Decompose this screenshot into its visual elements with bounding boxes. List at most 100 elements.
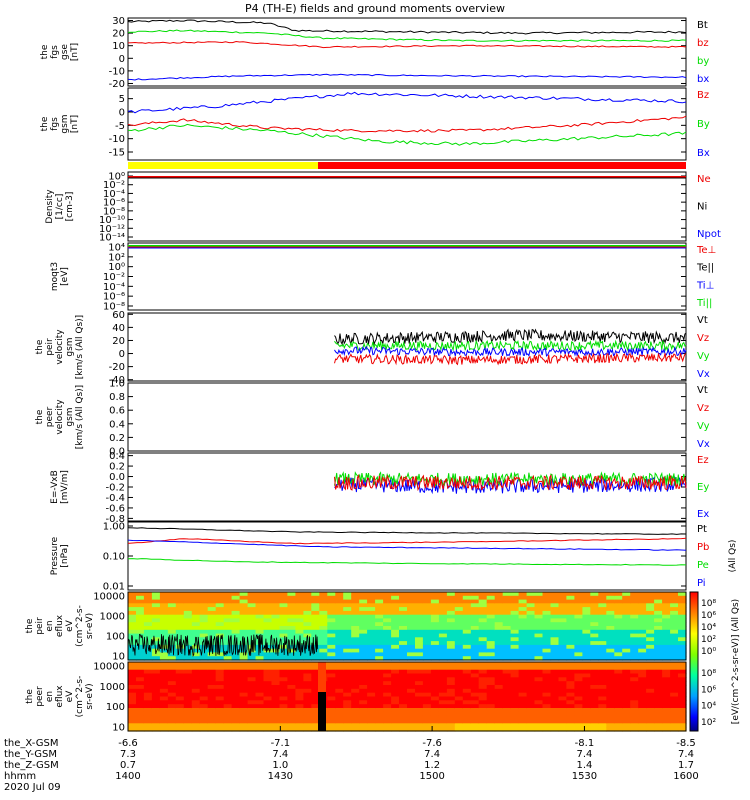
- spectrogram-cell: [614, 626, 623, 631]
- spectrogram-cell: [558, 637, 568, 642]
- spectrogram-cell: [151, 614, 161, 620]
- spectrogram-cell: [359, 711, 368, 717]
- spectrogram-cell: [167, 644, 177, 650]
- spectrogram-cell: [375, 629, 384, 635]
- spectrogram-cell: [295, 727, 304, 732]
- spectrogram-cell: [128, 723, 137, 728]
- spectrogram-cell: [399, 696, 408, 701]
- spectrogram-cell: [279, 656, 289, 661]
- spectrogram-cell: [518, 648, 528, 654]
- spectrogram-cell: [550, 644, 560, 650]
- spectrogram-cell: [574, 692, 583, 698]
- spectrogram-cell: [263, 727, 273, 732]
- spectrogram-cell: [438, 592, 448, 597]
- spectrogram-cell: [143, 633, 153, 638]
- spectrogram-cell: [255, 719, 265, 724]
- spectrogram-cell: [287, 669, 296, 675]
- colorbar-tick-label: 10⁴: [701, 623, 716, 633]
- spectrogram-cell: [223, 708, 233, 713]
- spectrogram-cell: [263, 696, 273, 701]
- spectrogram-cell: [582, 599, 591, 604]
- spectrogram-cell: [263, 669, 273, 675]
- spectrogram-cell: [255, 626, 265, 631]
- spectrogram-cell: [630, 719, 639, 724]
- spectrogram-cell: [470, 656, 480, 661]
- spectrogram-cell: [598, 708, 607, 713]
- spectrogram-cell: [622, 681, 631, 686]
- spectrogram-cell: [486, 603, 496, 608]
- spectrogram-cell: [430, 723, 440, 728]
- spectrogram-cell: [367, 688, 376, 694]
- spectrogram-cell: [486, 708, 496, 713]
- spectrogram-cell: [638, 595, 647, 601]
- spectrogram-cell: [430, 673, 440, 678]
- series-bx-gsm: [127, 91, 687, 114]
- spectrogram-cell: [542, 696, 552, 701]
- spectrogram-cell: [391, 637, 400, 642]
- spectrogram-cell: [367, 641, 376, 646]
- spectrogram-cell: [271, 681, 281, 686]
- spectrogram-cell: [327, 704, 336, 709]
- spectrogram-cell: [534, 677, 544, 682]
- spectrogram-cell: [167, 641, 177, 646]
- spectrogram-cell: [662, 629, 671, 635]
- spectrogram-cell: [438, 622, 448, 627]
- spectrogram-cell: [128, 603, 137, 608]
- spectrogram-cell: [462, 629, 472, 635]
- spectrogram-cell: [470, 595, 480, 601]
- spectrogram-cell: [223, 688, 233, 694]
- spectrogram-cell: [215, 673, 225, 678]
- spectrogram-cell: [614, 669, 623, 675]
- y-tick-label: 0.4: [109, 451, 125, 462]
- spectrogram-cell: [558, 685, 568, 690]
- spectrogram-cell: [438, 603, 448, 608]
- spectrogram-cell: [367, 727, 376, 732]
- spectrogram-cell: [438, 633, 448, 638]
- spectrogram-cell: [590, 711, 599, 717]
- spectrogram-cell: [199, 665, 209, 671]
- spectrogram-cell: [207, 610, 217, 616]
- spectrogram-cell: [654, 673, 663, 678]
- spectrogram-cell: [183, 681, 193, 686]
- spectrogram-cell: [462, 614, 472, 620]
- spectrogram-cell: [311, 696, 320, 701]
- spectrogram-cell: [446, 673, 456, 678]
- spectrogram-cell: [470, 704, 480, 709]
- y-tick-label: 20: [112, 29, 125, 40]
- spectrogram-cell: [454, 652, 464, 657]
- spectrogram-cell: [128, 673, 137, 678]
- spectrogram-cell: [670, 727, 679, 732]
- spectrogram-cell: [678, 656, 687, 661]
- spectrogram-cell: [159, 715, 169, 721]
- spectrogram-cell: [630, 656, 639, 661]
- spectrogram-cell: [255, 685, 265, 690]
- spectrogram-cell: [534, 692, 544, 698]
- spectrogram-cell: [446, 637, 456, 642]
- spectrogram-cell: [143, 622, 153, 627]
- spectrogram-cell: [287, 662, 296, 667]
- spectrogram-cell: [303, 669, 312, 675]
- spectrogram-cell: [446, 662, 456, 667]
- spectrogram-cell: [383, 677, 392, 682]
- spectrogram-cell: [670, 629, 679, 635]
- spectrogram-cell: [303, 700, 312, 705]
- spectrogram-cell: [606, 641, 615, 646]
- spectrogram-cell: [271, 696, 281, 701]
- spectrogram-cell: [407, 727, 416, 732]
- spectrogram-cell: [199, 723, 209, 728]
- spectrogram-cell: [239, 603, 249, 608]
- spectrogram-cell: [399, 607, 408, 612]
- spectrogram-cell: [191, 614, 201, 620]
- spectrogram-cell: [136, 652, 145, 657]
- spectrogram-cell: [542, 711, 552, 717]
- spectrogram-cell: [367, 610, 376, 616]
- spectrogram-cell: [574, 685, 583, 690]
- spectrogram-cell: [359, 603, 368, 608]
- spectrogram-cell: [143, 629, 153, 635]
- x-row-value: 1.2: [424, 760, 440, 771]
- spectrogram-cell: [606, 685, 615, 690]
- spectrogram-cell: [430, 626, 440, 631]
- spectrogram-cell: [343, 669, 352, 675]
- legend-entry: Bx: [697, 148, 710, 159]
- spectrogram-cell: [510, 696, 520, 701]
